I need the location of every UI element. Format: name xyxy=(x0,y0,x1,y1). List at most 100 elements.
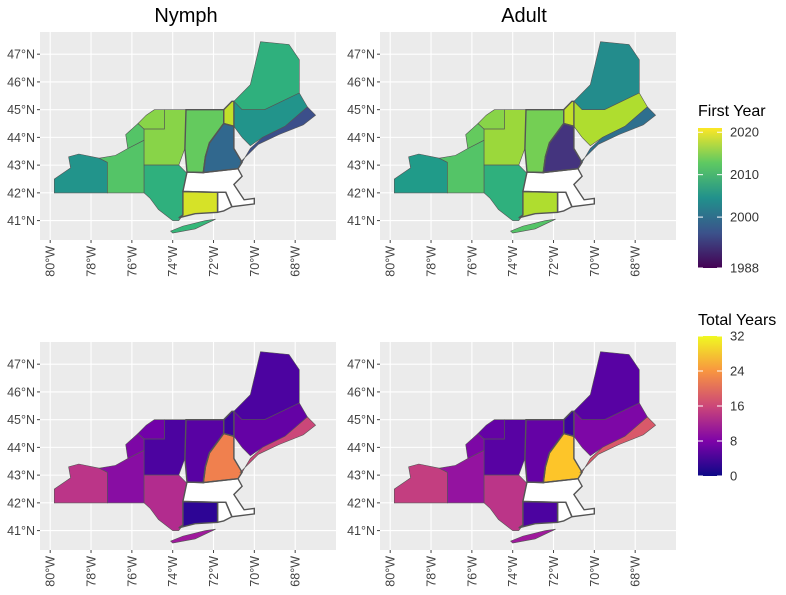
lat-tick-label: 42°N xyxy=(347,496,375,510)
state-borders xyxy=(518,100,595,219)
lon-tick-label: 70°W xyxy=(248,246,262,277)
legend-tick-label: 2010 xyxy=(730,167,759,182)
state-border-rhode-island xyxy=(216,501,233,524)
lon-tick-label: 76°W xyxy=(465,556,479,587)
title-adult: Adult xyxy=(501,5,547,27)
legend-tick-label: 1988 xyxy=(730,261,759,276)
legend-total-years-title: Total Years xyxy=(698,312,776,329)
lon-tick-label: 80°W xyxy=(384,556,398,587)
lon-tick-label: 70°W xyxy=(588,246,602,277)
lon-tick-label: 80°W xyxy=(44,556,58,587)
legend-first-year: First Year 2020 2010 2000 1988 xyxy=(698,103,766,276)
legend-tick-label: 8 xyxy=(730,434,737,449)
lat-tick-label: 47°N xyxy=(347,48,375,62)
legend-total-years: Total Years 32 24 16 8 0 xyxy=(698,312,776,484)
region-maine-coast xyxy=(239,416,317,473)
lon-tick-label: 68°W xyxy=(289,556,303,587)
lon-tick-label: 80°W xyxy=(384,246,398,277)
region-maine-coast xyxy=(579,106,657,163)
map-panel-adult-total-years: 47°N 46°N 45°N 44°N 43°N 42°N 41°N 80°W 78°W 76°W… xyxy=(347,342,676,587)
lat-tick-label: 45°N xyxy=(7,103,35,117)
lon-tick-label: 68°W xyxy=(629,246,643,277)
lat-tick-label: 42°N xyxy=(347,186,375,200)
legend-tick-label: 24 xyxy=(730,364,744,379)
lon-tick-label: 78°W xyxy=(85,556,99,587)
lat-tick-label: 43°N xyxy=(347,159,375,173)
lon-tick-label: 72°W xyxy=(207,246,221,277)
lat-tick-label: 47°N xyxy=(7,358,35,372)
lat-tick-label: 47°N xyxy=(7,48,35,62)
state-border-rhode-island xyxy=(556,191,573,214)
lat-tick-label: 44°N xyxy=(7,441,35,455)
legend-first-year-title: First Year xyxy=(698,103,766,120)
region-maine-coast xyxy=(579,416,657,473)
lat-tick-label: 44°N xyxy=(347,131,375,145)
regions xyxy=(394,41,657,234)
state-border-new-hampshire-north xyxy=(223,100,235,128)
state-borders xyxy=(178,100,255,219)
lat-tick-label: 41°N xyxy=(7,524,35,538)
region-long-island-ny xyxy=(170,218,216,234)
lat-tick-label: 44°N xyxy=(347,441,375,455)
lon-tick-label: 78°W xyxy=(425,246,439,277)
lon-tick-label: 74°W xyxy=(506,556,520,587)
legend-tick-label: 2000 xyxy=(730,210,759,225)
map-panels: 47°N 46°N 45°N 44°N 43°N 42°N 41°N 80°W 78°W 76°W… xyxy=(7,32,676,587)
lon-tick-label: 70°W xyxy=(248,556,262,587)
lon-tick-label: 80°W xyxy=(44,246,58,277)
lon-tick-label: 76°W xyxy=(125,246,139,277)
state-border-new-hampshire-north xyxy=(563,100,575,128)
legend-first-year-colorbar xyxy=(698,128,722,268)
legend-tick-label: 32 xyxy=(730,329,744,344)
lon-tick-label: 78°W xyxy=(425,556,439,587)
legend-tick-label: 0 xyxy=(730,469,737,484)
lat-tick-label: 42°N xyxy=(7,496,35,510)
lon-tick-label: 74°W xyxy=(166,246,180,277)
lon-tick-label: 74°W xyxy=(506,246,520,277)
region-long-island-ny xyxy=(170,528,216,544)
legend-tick-label: 16 xyxy=(730,399,744,414)
state-border-new-hampshire-north xyxy=(223,410,235,438)
region-long-island-ny xyxy=(510,528,556,544)
map-panel-nymph-first-year: 47°N 46°N 45°N 44°N 43°N 42°N 41°N 80°W 78°W 76°W… xyxy=(7,32,336,277)
lon-tick-label: 74°W xyxy=(166,556,180,587)
lat-tick-label: 42°N xyxy=(7,186,35,200)
lat-tick-label: 46°N xyxy=(7,385,35,399)
lat-tick-label: 41°N xyxy=(7,214,35,228)
lon-tick-label: 72°W xyxy=(207,556,221,587)
lon-tick-label: 72°W xyxy=(547,246,561,277)
region-maine-coast xyxy=(239,106,317,163)
state-border-rhode-island xyxy=(216,191,233,214)
lat-tick-label: 45°N xyxy=(347,103,375,117)
map-panel-nymph-total-years: 47°N 46°N 45°N 44°N 43°N 42°N 41°N 80°W 78°W 76°W… xyxy=(7,342,336,587)
lat-tick-label: 45°N xyxy=(347,413,375,427)
regions xyxy=(54,41,317,234)
lat-tick-label: 44°N xyxy=(7,131,35,145)
legend-total-years-ticks: 32 24 16 8 0 xyxy=(698,329,744,484)
lon-tick-label: 76°W xyxy=(465,246,479,277)
lon-tick-label: 76°W xyxy=(125,556,139,587)
lat-tick-label: 43°N xyxy=(7,159,35,173)
lon-tick-label: 72°W xyxy=(547,556,561,587)
region-long-island-ny xyxy=(510,218,556,234)
lat-tick-label: 46°N xyxy=(7,75,35,89)
lat-tick-label: 46°N xyxy=(347,75,375,89)
regions xyxy=(394,351,657,544)
lat-tick-label: 43°N xyxy=(347,469,375,483)
legend-first-year-ticks: 2020 2010 2000 1988 xyxy=(698,125,759,276)
state-border-new-hampshire-north xyxy=(563,410,575,438)
lat-tick-label: 45°N xyxy=(7,413,35,427)
legend-tick-label: 2020 xyxy=(730,125,759,140)
lat-tick-label: 41°N xyxy=(347,524,375,538)
lon-tick-label: 68°W xyxy=(289,246,303,277)
lon-tick-label: 70°W xyxy=(588,556,602,587)
lat-tick-label: 47°N xyxy=(347,358,375,372)
state-borders xyxy=(518,410,595,529)
lat-tick-label: 43°N xyxy=(7,469,35,483)
lat-tick-label: 41°N xyxy=(347,214,375,228)
title-nymph: Nymph xyxy=(154,5,217,27)
lon-tick-label: 78°W xyxy=(85,246,99,277)
lon-tick-label: 68°W xyxy=(629,556,643,587)
lat-tick-label: 46°N xyxy=(347,385,375,399)
